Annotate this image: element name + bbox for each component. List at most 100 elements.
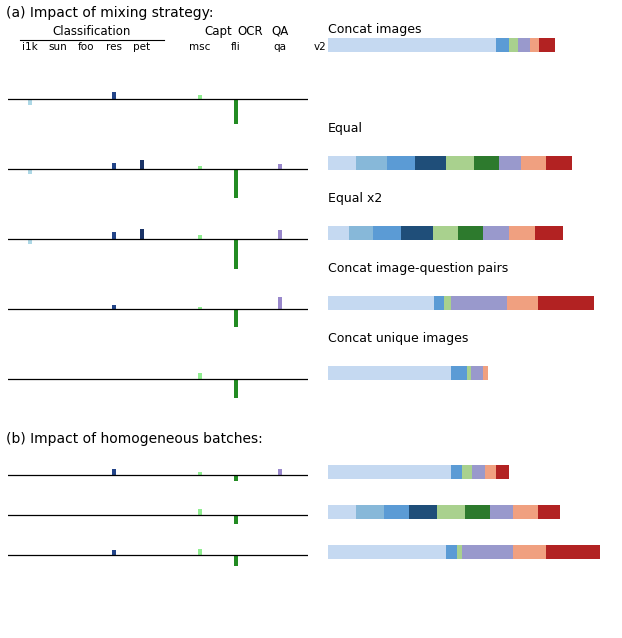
Bar (28, 239, 32, 244)
Bar (356, 156, 387, 170)
Bar (318, 219, 322, 239)
Bar (28, 99, 32, 105)
Bar (445, 545, 457, 559)
Bar (234, 169, 238, 198)
Bar (112, 232, 116, 235)
Bar (409, 505, 437, 519)
Bar (507, 296, 538, 310)
Bar (496, 38, 509, 52)
Bar (496, 465, 509, 479)
Bar (198, 471, 202, 475)
Text: Concat image-question pairs: Concat image-question pairs (328, 262, 508, 275)
Bar (521, 156, 546, 170)
Text: gqa: gqa (348, 42, 368, 52)
Text: sun: sun (49, 42, 67, 52)
Bar (318, 345, 322, 362)
Bar (538, 296, 594, 310)
Bar (513, 505, 538, 519)
Text: i1k: i1k (22, 42, 38, 52)
Bar (328, 38, 496, 52)
Bar (318, 551, 322, 555)
Text: (b) Impact of homogeneous batches:: (b) Impact of homogeneous batches: (6, 431, 262, 445)
Bar (198, 510, 202, 515)
Bar (328, 545, 445, 559)
Bar (483, 366, 488, 380)
Bar (112, 471, 116, 475)
Bar (356, 70, 360, 99)
Bar (465, 505, 490, 519)
Bar (546, 545, 600, 559)
Bar (485, 465, 496, 479)
Bar (328, 366, 451, 380)
Bar (198, 306, 202, 309)
Bar (140, 230, 144, 239)
Text: Equal x2: Equal x2 (328, 192, 383, 205)
Bar (384, 505, 409, 519)
Bar (437, 505, 465, 519)
Bar (434, 296, 444, 310)
Bar (318, 150, 322, 169)
Bar (198, 236, 202, 239)
Bar (234, 99, 238, 124)
Text: msc: msc (189, 42, 211, 52)
Bar (356, 350, 360, 379)
Text: pet: pet (134, 42, 151, 52)
Bar (458, 226, 483, 240)
Text: Concat unique images: Concat unique images (328, 332, 468, 345)
Bar (513, 545, 546, 559)
Bar (198, 374, 202, 379)
Text: QA: QA (271, 25, 289, 38)
Bar (318, 463, 322, 475)
Bar (198, 508, 202, 512)
Text: fli: fli (231, 42, 241, 52)
Bar (198, 166, 202, 169)
Bar (356, 549, 360, 555)
Bar (433, 226, 458, 240)
Bar (112, 233, 116, 239)
Bar (473, 156, 499, 170)
Bar (328, 226, 349, 240)
Bar (112, 163, 116, 166)
Bar (234, 309, 238, 327)
Bar (198, 373, 202, 376)
Text: (a) Impact of mixing strategy:: (a) Impact of mixing strategy: (6, 6, 213, 20)
Bar (112, 305, 116, 309)
Bar (356, 193, 360, 216)
Text: v2: v2 (313, 42, 327, 52)
Bar (539, 38, 555, 52)
Bar (112, 163, 116, 169)
Bar (318, 207, 322, 223)
Bar (198, 471, 202, 473)
Bar (356, 212, 360, 239)
Bar (112, 92, 116, 99)
Text: qa: qa (274, 42, 287, 52)
Text: foo: foo (78, 42, 95, 52)
Bar (328, 296, 434, 310)
Text: Classification: Classification (52, 25, 130, 38)
Bar (490, 505, 513, 519)
Bar (451, 465, 462, 479)
Text: Equal: Equal (328, 122, 363, 135)
Bar (112, 470, 116, 472)
Bar (234, 475, 238, 480)
Bar (140, 229, 144, 234)
Bar (462, 545, 513, 559)
Bar (278, 230, 282, 235)
Bar (499, 156, 521, 170)
Bar (538, 505, 560, 519)
Bar (28, 169, 32, 174)
Bar (318, 549, 322, 553)
Bar (318, 80, 322, 99)
Bar (451, 296, 507, 310)
Bar (451, 366, 466, 380)
Bar (318, 456, 322, 465)
Text: Capt: Capt (204, 25, 232, 38)
Bar (349, 226, 373, 240)
Bar (234, 515, 238, 524)
Bar (328, 505, 356, 519)
Bar (318, 284, 322, 297)
Bar (535, 226, 563, 240)
Bar (462, 465, 472, 479)
Text: OCR: OCR (237, 25, 263, 38)
Bar (472, 465, 485, 479)
